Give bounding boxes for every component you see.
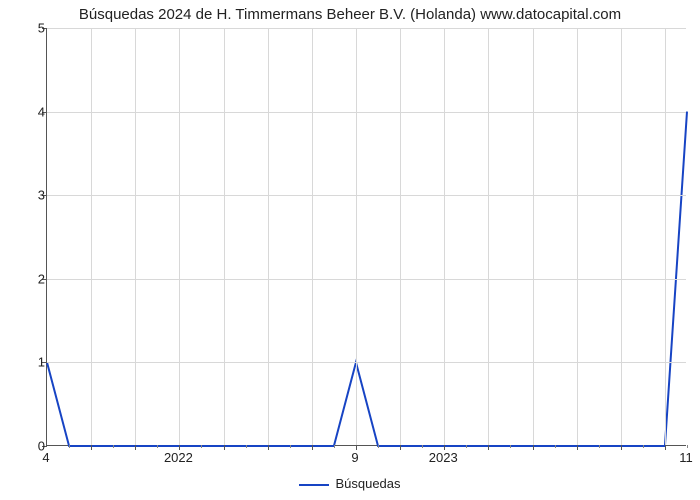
gridline-h <box>47 362 686 363</box>
gridline-v <box>621 28 622 445</box>
y-tick-label: 5 <box>5 21 45 36</box>
x-value-label: 4 <box>42 450 49 465</box>
x-minor-tickmark <box>69 445 70 448</box>
x-minor-tickmark <box>246 445 247 448</box>
x-tickmark <box>621 445 622 450</box>
x-minor-tickmark <box>555 445 556 448</box>
x-minor-tickmark <box>157 445 158 448</box>
x-category-label: 2023 <box>429 450 458 465</box>
x-minor-tickmark <box>599 445 600 448</box>
gridline-v <box>665 28 666 445</box>
x-minor-tickmark <box>510 445 511 448</box>
x-tickmark <box>135 445 136 450</box>
gridline-v <box>444 28 445 445</box>
line-series <box>47 28 687 446</box>
x-tickmark <box>91 445 92 450</box>
legend-swatch <box>299 484 329 486</box>
x-minor-tickmark <box>422 445 423 448</box>
x-tickmark <box>312 445 313 450</box>
x-tickmark <box>400 445 401 450</box>
chart-title: Búsquedas 2024 de H. Timmermans Beheer B… <box>0 6 700 23</box>
x-tickmark <box>268 445 269 450</box>
gridline-v <box>577 28 578 445</box>
y-tick-label: 3 <box>5 188 45 203</box>
x-minor-tickmark <box>687 445 688 448</box>
y-tick-label: 4 <box>5 104 45 119</box>
gridline-v <box>268 28 269 445</box>
x-tickmark <box>577 445 578 450</box>
x-value-label: 11 <box>679 450 693 465</box>
y-tick-label: 2 <box>5 271 45 286</box>
x-tickmark <box>224 445 225 450</box>
x-minor-tickmark <box>643 445 644 448</box>
x-tickmark <box>665 445 666 450</box>
legend-label: Búsquedas <box>335 476 400 491</box>
x-minor-tickmark <box>290 445 291 448</box>
plot-area <box>46 28 686 446</box>
y-tick-label: 0 <box>5 439 45 454</box>
x-minor-tickmark <box>334 445 335 448</box>
x-minor-tickmark <box>466 445 467 448</box>
chart-container: Búsquedas 2024 de H. Timmermans Beheer B… <box>0 0 700 500</box>
y-tick-label: 1 <box>5 355 45 370</box>
gridline-v <box>400 28 401 445</box>
x-minor-tickmark <box>113 445 114 448</box>
x-minor-tickmark <box>378 445 379 448</box>
gridline-v <box>224 28 225 445</box>
gridline-h <box>47 112 686 113</box>
gridline-h <box>47 195 686 196</box>
x-tickmark <box>488 445 489 450</box>
gridline-v <box>91 28 92 445</box>
gridline-h <box>47 28 686 29</box>
gridline-v <box>179 28 180 445</box>
gridline-v <box>312 28 313 445</box>
gridline-h <box>47 279 686 280</box>
gridline-v <box>356 28 357 445</box>
x-value-label: 9 <box>351 450 358 465</box>
legend: Búsquedas <box>0 476 700 491</box>
x-minor-tickmark <box>201 445 202 448</box>
gridline-v <box>533 28 534 445</box>
x-category-label: 2022 <box>164 450 193 465</box>
gridline-v <box>135 28 136 445</box>
gridline-v <box>488 28 489 445</box>
x-tickmark <box>533 445 534 450</box>
